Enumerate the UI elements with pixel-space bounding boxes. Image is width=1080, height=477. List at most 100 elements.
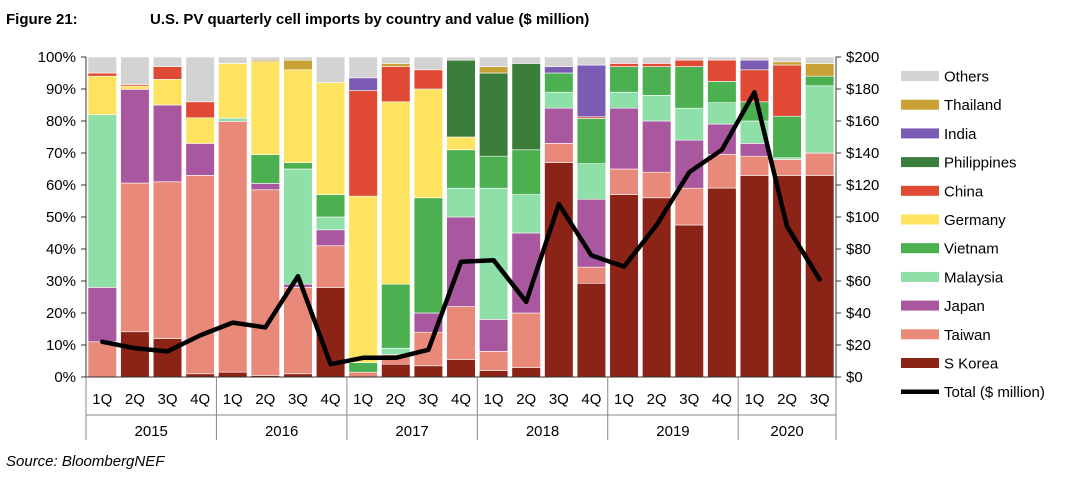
left-tick-label: 70%	[46, 145, 76, 162]
bar-segment-vietnam-7	[315, 194, 346, 218]
x-tick-label: 2Q	[125, 391, 145, 408]
bar-segment-vietnam-8	[348, 362, 378, 373]
legend-label: Japan	[944, 298, 985, 315]
bar-segment-s-korea-10	[413, 365, 443, 378]
bar-series-group	[87, 56, 835, 378]
bar-segment-s-korea-19	[707, 187, 737, 378]
bar-segment-japan-6	[283, 283, 313, 288]
left-tick-label: 0%	[54, 369, 76, 386]
bar-segment-japan-5	[250, 183, 280, 191]
legend-label: Philippines	[944, 155, 1017, 172]
x-tick-label: 1Q	[223, 391, 243, 408]
bar-segment-others-22	[805, 56, 835, 64]
bar-segment-philippines-11	[446, 59, 476, 138]
figure-label: Figure 21:	[6, 11, 78, 28]
legend-swatch-s-korea	[901, 358, 939, 368]
year-label: 2016	[265, 423, 298, 440]
bar-segment-taiwan-11	[446, 306, 476, 360]
bar-segment-others-12	[478, 56, 509, 67]
bar-segment-japan-0	[87, 287, 117, 343]
x-tick-label: 2Q	[647, 391, 667, 408]
bar-segment-s-korea-12	[478, 370, 509, 378]
x-tick-label: 2Q	[255, 391, 275, 408]
bar-segment-taiwan-15	[576, 266, 607, 284]
bar-segment-germany-6	[283, 69, 313, 163]
bar-segment-taiwan-16	[609, 168, 639, 195]
left-tick-label: 10%	[46, 337, 76, 354]
bar-segment-vietnam-5	[250, 154, 280, 184]
x-tick-label: 3Q	[418, 391, 438, 408]
bar-segment-others-16	[609, 56, 639, 64]
total-line	[100, 89, 822, 367]
bar-segment-china-17	[642, 63, 672, 67]
x-tick-label: 1Q	[744, 391, 764, 408]
right-tick-label: $180	[846, 81, 879, 98]
right-tick-label: $120	[846, 177, 879, 194]
legend-swatch-india	[901, 128, 939, 139]
bar-segment-others-4	[218, 56, 248, 64]
x-tick-label: 4Q	[712, 391, 732, 408]
x-tick-label: 4Q	[321, 391, 341, 408]
bar-segment-germany-2	[152, 79, 183, 106]
legend-label: Total ($ million)	[944, 384, 1045, 401]
bar-segment-taiwan-19	[707, 154, 737, 189]
source-note: Source: BloombergNEF	[6, 453, 165, 470]
bar-segment-taiwan-3	[185, 175, 215, 375]
bar-segment-s-korea-11	[446, 359, 476, 378]
bar-segment-malaysia-15	[576, 163, 607, 200]
x-tick-label: 4Q	[190, 391, 210, 408]
x-tick-label: 3Q	[810, 391, 830, 408]
legend-swatch-others	[901, 71, 939, 81]
bar-segment-china-19	[707, 59, 737, 82]
right-tick-label: $100	[846, 209, 879, 226]
right-axis-ticks: $0 $20 $40 $60 $80 $100 $120 $140 $160 $180 $200	[836, 49, 879, 386]
x-tick-label: 4Q	[451, 391, 471, 408]
bar-segment-others-8	[348, 56, 378, 79]
legend-label: Thailand	[944, 97, 1002, 114]
bar-segment-germany-1	[120, 85, 150, 90]
bar-segment-germany-10	[413, 88, 443, 199]
bar-segment-others-14	[544, 56, 574, 67]
bar-segment-malaysia-0	[87, 114, 117, 288]
bar-segment-malaysia-11	[446, 187, 476, 218]
bar-segment-others-13	[511, 56, 541, 64]
bar-segment-vietnam-18	[674, 66, 704, 109]
legend-swatch-philippines	[901, 157, 939, 168]
bar-segment-s-korea-20	[739, 175, 770, 378]
bar-segment-china-0	[87, 72, 117, 77]
bar-segment-taiwan-17	[642, 171, 672, 199]
bar-segment-taiwan-4	[218, 121, 248, 373]
plot-area: 0%10%20%30%40%50%60%70%80%90%100% $0$20$…	[38, 49, 879, 440]
bar-segment-s-korea-1	[120, 331, 150, 378]
bar-segment-vietnam-16	[609, 66, 639, 93]
left-tick-label: 30%	[46, 273, 76, 290]
x-tick-label: 2Q	[386, 391, 406, 408]
bar-segment-s-korea-21	[772, 175, 802, 378]
bar-segment-others-3	[185, 56, 215, 103]
bar-segment-malaysia-19	[707, 102, 737, 125]
right-tick-label: $40	[846, 305, 871, 322]
bar-segment-s-korea-15	[576, 282, 607, 378]
bar-segment-vietnam-12	[478, 155, 509, 189]
legend-swatch-taiwan	[901, 329, 939, 340]
bar-segment-thailand-6	[283, 59, 313, 71]
bar-segment-malaysia-18	[674, 107, 704, 141]
bar-segment-s-korea-16	[609, 194, 639, 378]
x-tick-label: 3Q	[158, 391, 178, 408]
bar-segment-japan-7	[315, 229, 346, 247]
bar-segment-s-korea-14	[544, 162, 574, 378]
x-tick-label: 2Q	[777, 391, 797, 408]
x-tick-label: 2Q	[516, 391, 536, 408]
bar-segment-thailand-22	[805, 63, 835, 77]
bar-segment-germany-3	[185, 117, 215, 144]
bar-segment-india-20	[739, 59, 770, 71]
bar-segment-japan-1	[120, 89, 150, 184]
bar-segment-china-9	[381, 66, 411, 103]
legend-label: S Korea	[944, 356, 999, 373]
total-line-group	[100, 89, 822, 367]
bar-segment-taiwan-2	[152, 181, 183, 339]
x-tick-label: 1Q	[92, 391, 112, 408]
year-label: 2018	[526, 423, 559, 440]
bar-segment-others-11	[446, 56, 476, 61]
bar-segment-others-7	[315, 56, 346, 83]
